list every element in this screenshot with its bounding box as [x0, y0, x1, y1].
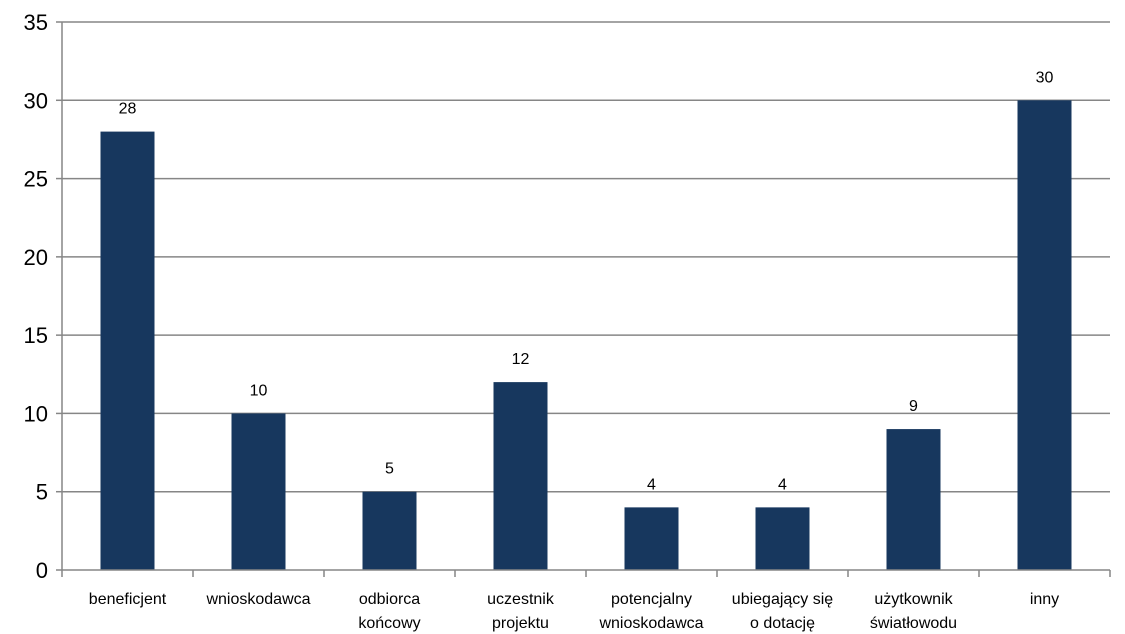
y-tick-label: 20	[24, 245, 48, 270]
x-category-label-line: potencjalny	[611, 591, 692, 608]
data-label: 10	[250, 382, 268, 399]
x-category-label-line: ubiegający się	[732, 591, 834, 608]
y-tick-label: 15	[24, 323, 48, 348]
data-label: 4	[647, 476, 656, 493]
x-category-label-line: uczestnik	[487, 591, 555, 608]
x-category-label-line: o dotację	[750, 615, 815, 632]
axes	[56, 21, 1111, 577]
x-category-label-line: światłowodu	[870, 615, 957, 632]
bars	[100, 100, 1072, 571]
y-tick-label: 5	[36, 480, 48, 505]
data-label: 28	[119, 101, 137, 118]
x-category-label: wnioskodawca	[205, 591, 310, 608]
x-category-label-line: końcowy	[358, 615, 420, 632]
bar	[231, 413, 286, 570]
x-category-label-line: inny	[1030, 591, 1059, 608]
bar	[755, 507, 810, 570]
y-tick-label: 35	[24, 10, 48, 35]
x-category-label-line: wnioskodawca	[598, 615, 703, 632]
data-label: 9	[909, 398, 918, 415]
bar	[362, 491, 417, 570]
x-category-label: odbiorca końcowy	[358, 591, 420, 632]
gridlines	[62, 21, 1110, 493]
y-tick-label: 25	[24, 167, 48, 192]
data-label: 30	[1036, 69, 1054, 86]
x-category-label-line: wnioskodawca	[205, 591, 310, 608]
x-category-label-line: beneficjent	[89, 591, 167, 608]
y-tick-label: 10	[24, 401, 48, 426]
x-category-label-line: projektu	[492, 615, 549, 632]
bar	[1017, 100, 1072, 571]
bar	[624, 507, 679, 570]
x-category-label: uczestnik projektu	[487, 591, 555, 632]
bar	[100, 131, 155, 570]
x-category-label: beneficjent	[89, 591, 167, 608]
data-label: 4	[778, 476, 787, 493]
x-category-label: potencjalny wnioskodawca	[598, 591, 703, 632]
x-category-label-line: odbiorca	[359, 591, 420, 608]
labels: 0 5 10 15 20 25 30 35 28 beneficjent 10 wnioskodawc…	[24, 10, 1060, 632]
bar	[886, 429, 941, 570]
x-category-label: ubiegający się o dotację	[732, 591, 834, 632]
data-label: 5	[385, 461, 394, 478]
y-tick-label: 0	[36, 558, 48, 583]
bar	[493, 382, 548, 570]
x-category-label-line: użytkownik	[874, 591, 953, 608]
data-label: 12	[512, 351, 530, 368]
y-tick-label: 30	[24, 88, 48, 113]
x-category-label: użytkownik światłowodu	[870, 591, 957, 632]
x-category-label: inny	[1030, 591, 1059, 608]
